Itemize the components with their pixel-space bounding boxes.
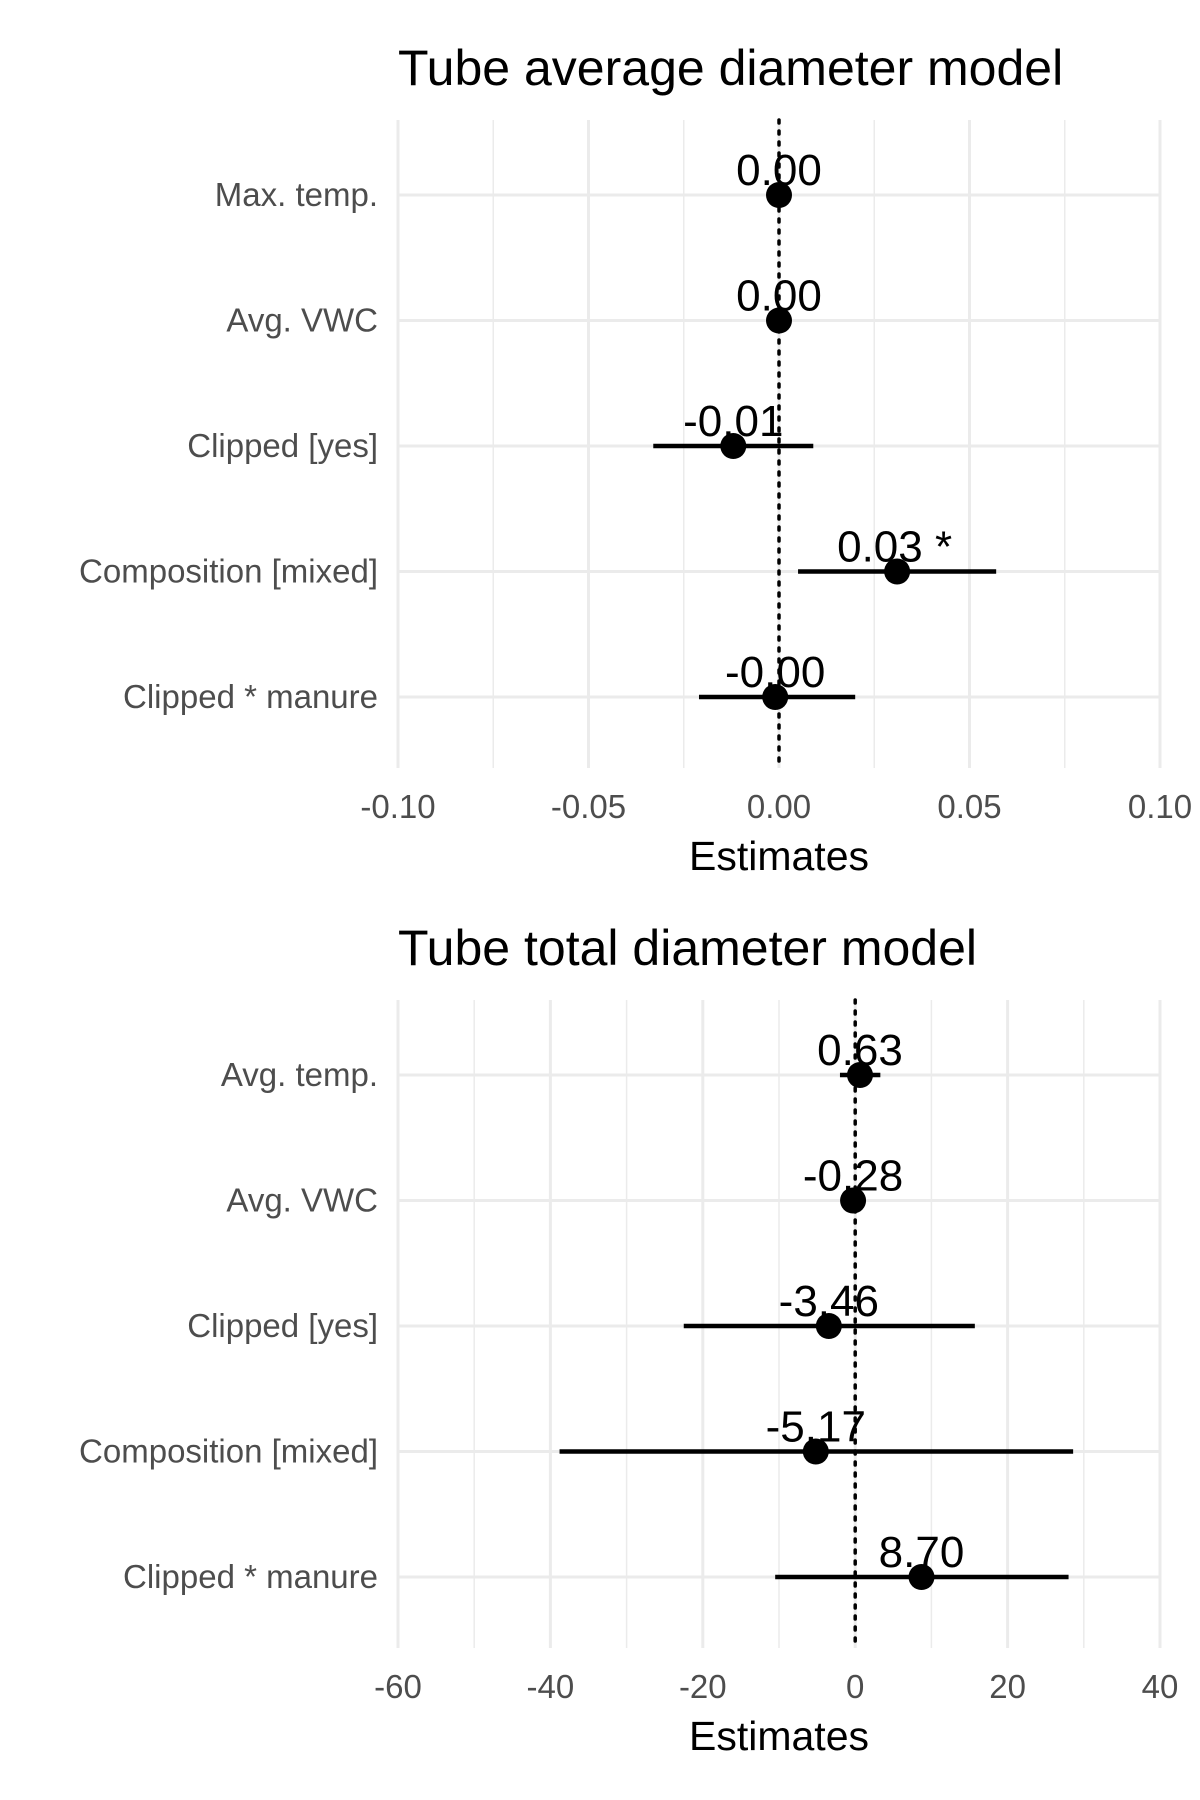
estimate-point [840,1187,867,1214]
x-tick-label: -0.05 [551,788,626,825]
chart-panel-2: Tube total diameter model Avg. temp. Avg. … [79,920,1178,1759]
estimate-point [802,1438,829,1465]
y-tick-label: Composition [mixed] [79,553,378,590]
estimate-point [908,1564,935,1590]
y-tick-label: Composition [mixed] [79,1433,378,1470]
x-axis-title: Estimates [689,1713,869,1759]
y-tick-label: Avg. temp. [221,1056,378,1093]
estimate-point [720,433,747,459]
estimate-point [766,182,792,208]
estimate-point [847,1062,874,1088]
y-tick-label: Avg. VWC [226,302,378,339]
x-tick-label: -40 [527,1668,575,1705]
estimate-point [762,684,789,710]
y-tick-label: Max. temp. [215,176,378,213]
estimate-label: -5.17 [766,1403,866,1452]
estimate-label: 0.63 [817,1026,903,1075]
chart-title: Tube average diameter model [398,40,1063,96]
x-tick-label: 20 [989,1668,1026,1705]
x-tick-label: 0 [846,1668,864,1705]
x-tick-label: 0.05 [937,788,1001,825]
y-tick-label: Clipped [yes] [187,427,378,464]
x-axis-title: Estimates [689,833,869,879]
x-tick-label: -60 [374,1668,422,1705]
estimate-label: 8.70 [879,1528,965,1577]
estimate-label: -0.00 [725,648,825,697]
estimate-label: 0.00 [736,146,822,195]
chart-title: Tube total diameter model [398,920,977,976]
y-tick-label: Clipped * manure [123,678,378,715]
estimate-label: -0.01 [683,397,783,446]
x-tick-label: -20 [679,1668,727,1705]
y-tick-label: Clipped [yes] [187,1307,378,1344]
x-tick-label: -0.10 [360,788,435,825]
x-tick-label: 0.00 [747,788,811,825]
estimate-point [815,1313,842,1339]
chart-panel-1: Tube average diameter model Max. temp. Avg… [79,40,1192,879]
estimate-label: -0.28 [803,1152,903,1201]
estimate-point [884,558,911,585]
estimate-label: -3.46 [779,1277,879,1326]
estimate-label: 0.00 [736,272,822,321]
x-tick-label: 0.10 [1128,788,1192,825]
estimate-label: 0.03 * [837,523,952,572]
y-tick-label: Clipped * manure [123,1558,378,1595]
estimate-point [766,307,792,334]
x-tick-label: 40 [1142,1668,1179,1705]
y-tick-label: Avg. VWC [226,1182,378,1219]
